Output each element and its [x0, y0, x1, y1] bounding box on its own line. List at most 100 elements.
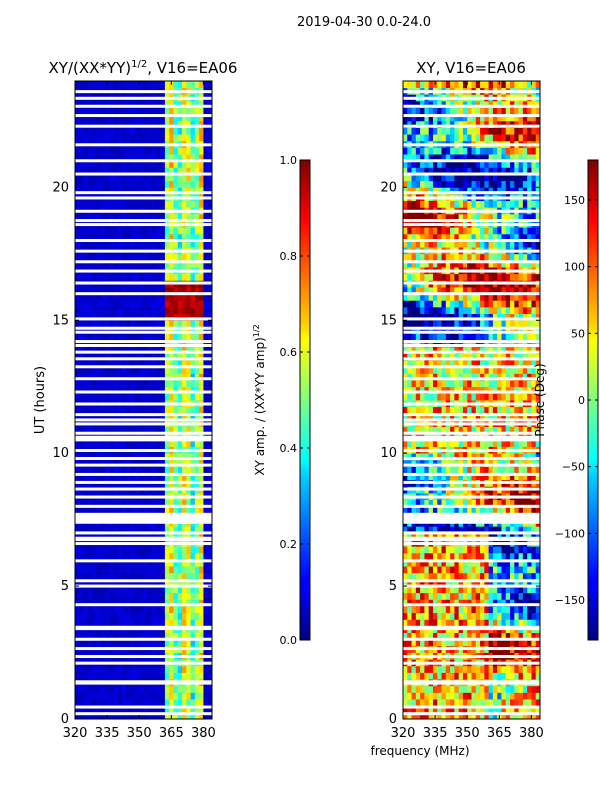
heatmap-cell — [182, 300, 187, 308]
heatmap-cell — [467, 632, 472, 640]
heatmap-cell — [182, 320, 187, 328]
heatmap-cell — [467, 546, 472, 554]
heatmap-cell — [152, 386, 157, 394]
heatmap-cell — [100, 313, 106, 321]
heatmap-cell — [488, 599, 494, 607]
heatmap-cell — [488, 712, 494, 720]
heatmap-cell — [471, 526, 477, 534]
heatmap-cell — [83, 127, 89, 135]
heatmap-cell — [411, 572, 417, 580]
heatmap-cell — [100, 612, 106, 620]
heatmap-cell — [139, 473, 144, 481]
heatmap-cell — [471, 705, 477, 713]
heatmap-cell — [407, 599, 412, 607]
heatmap-cell — [186, 167, 191, 175]
heatmap-cell — [475, 665, 481, 673]
heatmap-cell — [522, 532, 528, 540]
heatmap-cell — [164, 612, 170, 620]
heatmap-cell — [164, 300, 170, 308]
heatmap-cell — [407, 459, 412, 467]
heatmap-cell — [96, 665, 102, 673]
heatmap-cell — [75, 366, 80, 374]
heatmap-cell — [420, 439, 425, 447]
heatmap-cell — [450, 499, 455, 507]
heatmap-cell — [403, 406, 408, 414]
heatmap-cell — [83, 313, 89, 321]
heatmap-cell — [100, 380, 106, 388]
heatmap-cell — [182, 552, 187, 560]
heatmap-cell — [117, 599, 123, 607]
heatmap-cell — [462, 672, 468, 680]
heatmap-cell — [492, 353, 498, 361]
heatmap-cell — [113, 592, 119, 600]
heatmap-cell — [194, 705, 200, 713]
heatmap-cell — [164, 439, 170, 447]
heatmap-cell — [420, 632, 425, 640]
heatmap-cell — [484, 466, 490, 474]
heatmap-cell — [104, 393, 110, 401]
heatmap-cell — [173, 300, 179, 308]
heatmap-cell — [207, 134, 213, 142]
heatmap-cell — [126, 107, 132, 115]
heatmap-cell — [458, 699, 464, 707]
heatmap-cell — [207, 559, 213, 567]
heatmap-cell — [407, 639, 412, 647]
heatmap-cell — [403, 672, 408, 680]
heatmap-cell — [113, 174, 119, 182]
heatmap-cell — [117, 386, 123, 394]
heatmap-cell — [450, 506, 455, 514]
heatmap-cell — [173, 453, 179, 461]
heatmap-cell — [514, 586, 519, 594]
heatmap-cell — [467, 413, 472, 421]
heatmap-cell — [164, 253, 170, 261]
heatmap-cell — [169, 373, 174, 381]
heatmap-cell — [505, 606, 511, 614]
heatmap-cell — [450, 685, 455, 693]
heatmap-cell — [190, 147, 196, 155]
heatmap-cell — [92, 386, 97, 394]
heatmap-cell — [424, 532, 430, 540]
heatmap-cell — [471, 572, 477, 580]
heatmap-cell — [92, 632, 97, 640]
heatmap-cell — [126, 685, 132, 693]
heatmap-cell — [109, 619, 114, 627]
heatmap-cell — [484, 592, 490, 600]
heatmap-cell — [139, 200, 144, 208]
heatmap-cell — [518, 532, 524, 540]
heatmap-cell — [190, 200, 196, 208]
heatmap-cell — [527, 499, 532, 507]
heatmap-cell — [203, 546, 209, 554]
heatmap-cell — [87, 599, 93, 607]
heatmap-cell — [177, 273, 183, 281]
heatmap-cell — [126, 227, 132, 235]
heatmap-cell — [194, 260, 200, 268]
heatmap-cell — [450, 366, 455, 374]
heatmap-cell — [173, 154, 179, 162]
heatmap-cell — [518, 579, 524, 587]
heatmap-cell — [407, 386, 412, 394]
heatmap-cell — [518, 373, 524, 381]
flagged-gap-row — [75, 518, 212, 522]
heatmap-cell — [497, 572, 502, 580]
heatmap-cell — [96, 546, 102, 554]
heatmap-cell — [87, 459, 93, 467]
heatmap-cell — [160, 326, 166, 334]
heatmap-cell — [199, 380, 204, 388]
heatmap-cell — [415, 380, 421, 388]
heatmap-cell — [531, 592, 537, 600]
heatmap-cell — [177, 552, 183, 560]
heatmap-cell — [177, 120, 183, 128]
heatmap-cell — [454, 572, 460, 580]
heatmap-cell — [113, 632, 119, 640]
heatmap-cell — [104, 566, 110, 574]
heatmap-cell — [450, 712, 455, 720]
heatmap-cell — [113, 712, 119, 720]
flagged-gap-row — [75, 357, 212, 361]
heatmap-cell — [480, 466, 485, 474]
heatmap-cell — [207, 353, 213, 361]
heatmap-cell — [518, 632, 524, 640]
heatmap-cell — [411, 579, 417, 587]
heatmap-cell — [147, 473, 153, 481]
heatmap-cell — [203, 313, 209, 321]
heatmap-cell — [126, 406, 132, 414]
